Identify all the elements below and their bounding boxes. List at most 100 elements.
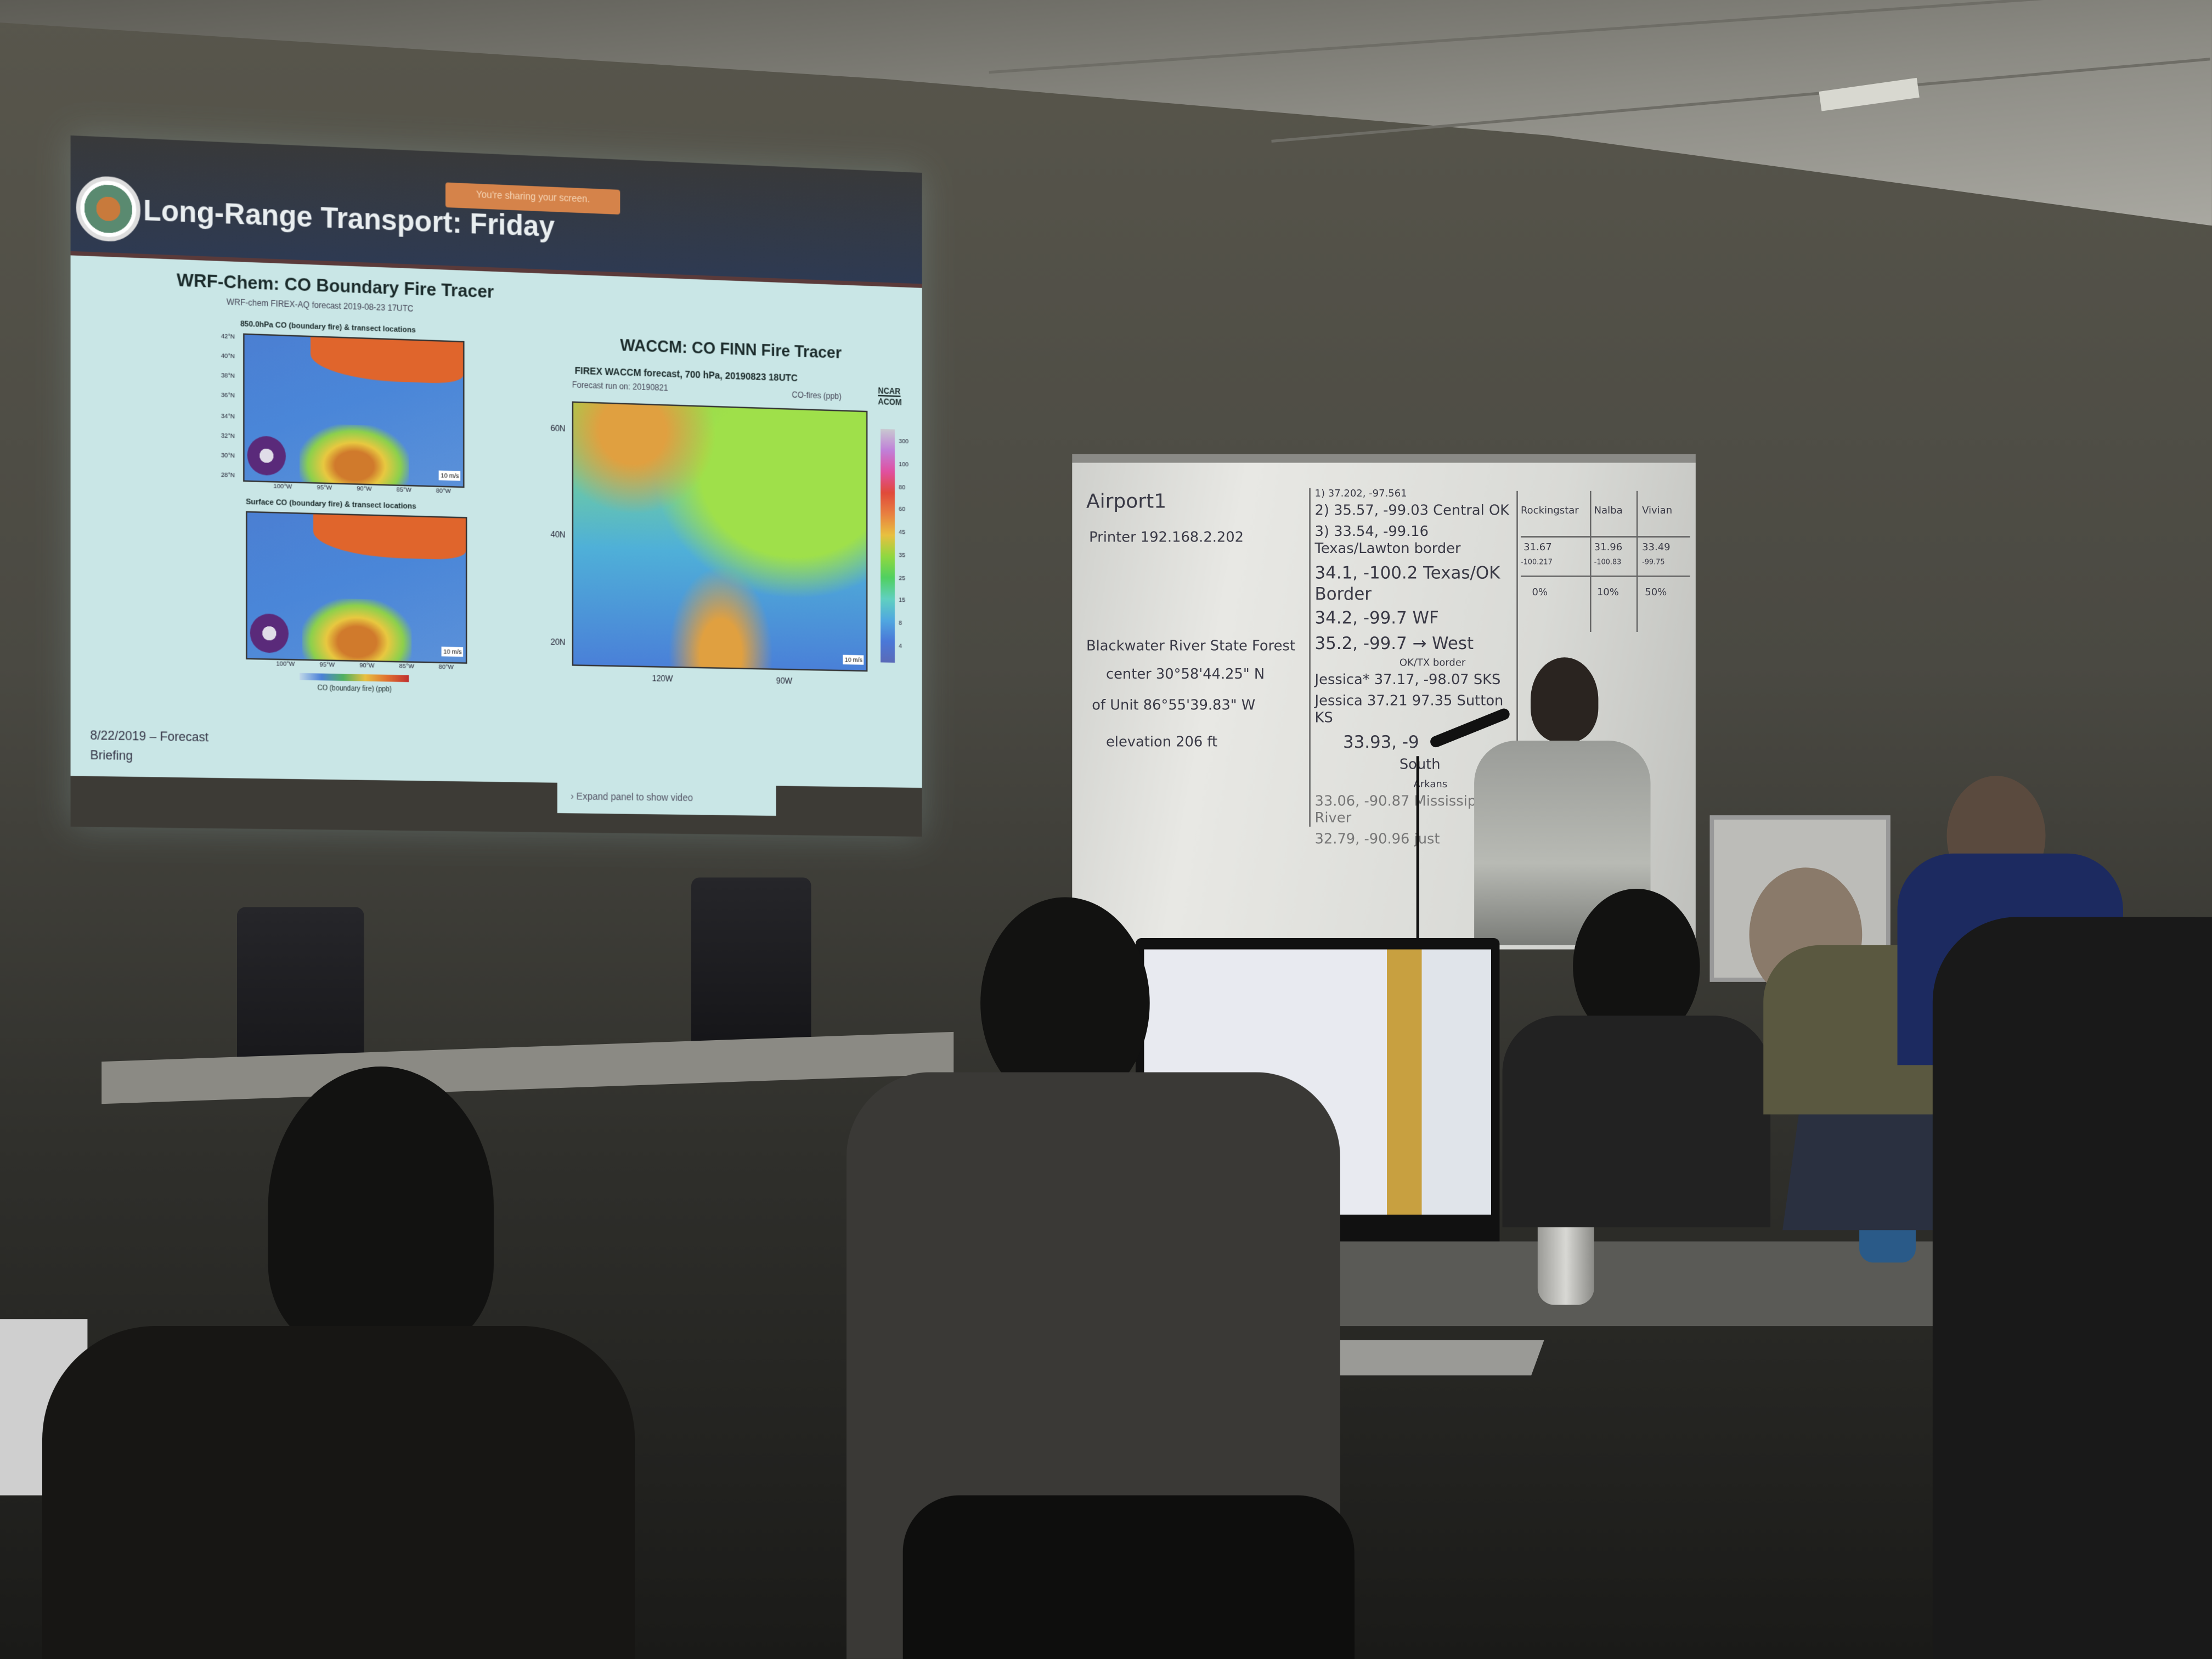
wb-table-cell: 0% [1532,586,1548,599]
lon-tick: 95°W [317,483,332,492]
lon-tick: 85°W [396,486,411,494]
waccm-colorbar-ticks: 300 100 80 60 45 35 25 15 8 4 [899,438,909,650]
cbar-tick: 35 [899,551,906,558]
footer-date: 8/22/2019 – Forecast [90,728,209,744]
cbar-tick: 80 [899,483,906,490]
wb-text: elevation 206 ft [1105,735,1218,751]
wb-table-header: Vivian [1642,505,1673,517]
wind-scale: 10 m/s [843,654,864,665]
wrf-colorbar-label: CO (boundary fire) (ppb) [317,684,392,695]
wb-table-cell: 50% [1645,586,1667,599]
wind-scale: 10 m/s [439,470,461,481]
lat-tick: 30°N [221,451,235,459]
map1-lat-axis: 42°N 40°N 38°N 36°N 34°N 32°N 30°N 28°N [221,332,240,479]
wb-text: 1) 37.202, -97.561 [1314,488,1407,500]
wb-table-cell: 10% [1596,586,1619,599]
wb-text: 3) 33.54, -99.16 Texas/Lawton border [1314,525,1461,558]
expand-video-panel-button[interactable]: › Expand panel to show video [557,782,776,816]
lat-tick: 38°N [221,372,235,380]
gulf-fire-plume [300,423,409,485]
cbar-tick: 4 [899,642,902,650]
table-rule [1636,490,1638,632]
lon-tick: 90W [776,678,793,687]
chevron-right-icon: › [571,792,574,803]
wb-text: Jessica 37.21 97.35 Sutton KS [1314,695,1504,727]
lat-tick: 32°N [221,431,235,439]
wb-text: center 30°58'44.25" N [1105,667,1265,683]
wrf-colorbar [300,673,409,682]
wb-table-cell: -100.217 [1520,558,1553,567]
wb-table-cell: 33.49 [1642,541,1671,553]
lat-tick: 36°N [221,392,235,400]
slide-header: You're sharing your screen. Long-Range T… [70,135,922,288]
waccm-map-title: FIREX WACCM forecast, 700 hPa, 20190823 … [574,366,798,385]
firex-aq-logo [76,175,141,243]
lon-tick: 90°W [359,662,375,669]
table-rule [1520,575,1690,577]
wb-table-cell: -100.83 [1594,558,1622,567]
wb-text: of Unit 86°55'39.83" W [1092,698,1256,714]
cbar-tick: 60 [899,506,906,513]
cbar-tick: 15 [899,596,906,604]
lon-tick: 90°W [357,484,372,493]
wb-text: Arkans [1413,778,1448,790]
wb-text: Airport1 [1086,490,1167,514]
waccm-heading: WACCM: CO FINN Fire Tracer [620,335,842,363]
wb-text: Blackwater River State Forest [1086,639,1295,655]
wind-scale: 10 m/s [442,646,464,657]
wb-text: Printer 192.168.2.202 [1089,530,1244,546]
cbar-tick: 45 [899,528,906,536]
units-label: CO-fires (ppb) [792,392,842,402]
wb-text: 33.93, -9 [1342,732,1419,753]
ncar-label: NCAR [878,388,901,397]
wb-text: South [1399,757,1441,773]
wb-text: Jessica* 37.17, -98.07 SKS [1314,673,1501,689]
lon-tick: 120W [652,675,673,685]
high-co-region [311,337,464,384]
lat-tick: 20N [550,639,566,648]
wb-text: 35.2, -99.7 → West [1314,633,1474,653]
acom-label: ACOM [878,399,902,408]
lat-tick: 34°N [221,411,235,420]
chair [902,1495,1355,1659]
lon-tick: 85°W [399,662,414,670]
keyboard[interactable] [1327,1340,1544,1376]
cbar-tick: 300 [899,437,909,445]
table-rule [1520,536,1690,538]
wb-text: OK/TX border [1399,657,1466,669]
map1-title: 850.0hPa CO (boundary fire) & transect l… [240,320,416,335]
lon-tick: 80°W [438,663,454,671]
waccm-map: 10 m/s [572,401,868,672]
projected-slide: You're sharing your screen. Long-Range T… [70,135,922,837]
attendee-body [42,1326,635,1659]
lon-tick: 100°W [276,660,295,668]
wb-table-header: Nalba [1594,505,1623,517]
wb-table-cell: -99.75 [1642,558,1665,567]
wrf-surface-map: 10 m/s [246,511,467,664]
microphone-cable [1416,756,1419,940]
cbar-tick: 100 [899,460,909,468]
globe-inset [247,435,286,476]
speaker-right [691,877,811,1053]
wb-text: 33.06, -90.87 Mississippi River [1314,794,1489,827]
lon-tick: 80°W [436,487,451,495]
presenter-head [1530,657,1599,742]
whiteboard-divider [1516,490,1518,915]
wb-text: 2) 35.57, -99.03 Central OK [1314,504,1510,520]
waccm-colorbar [881,428,895,663]
table-rule [1589,490,1592,632]
lat-tick: 40N [550,532,566,540]
wb-table-header: Rockingstar [1520,505,1579,517]
expand-panel-label: Expand panel to show video [576,792,693,804]
wrf-subtitle: WRF-chem FIREX-AQ forecast 2019-08-23 17… [226,299,414,314]
wb-text: 34.2, -99.7 WF [1314,608,1439,628]
wrf-850hpa-map: 10 m/s [243,333,465,488]
lat-tick: 40°N [221,352,235,360]
lat-tick: 42°N [221,332,235,340]
attendee-body [1502,1015,1771,1228]
map2-title: Surface CO (boundary fire) & transect lo… [246,498,416,512]
lon-tick: 95°W [319,661,335,668]
wb-table-cell: 31.67 [1523,541,1552,553]
cbar-tick: 25 [899,574,906,582]
